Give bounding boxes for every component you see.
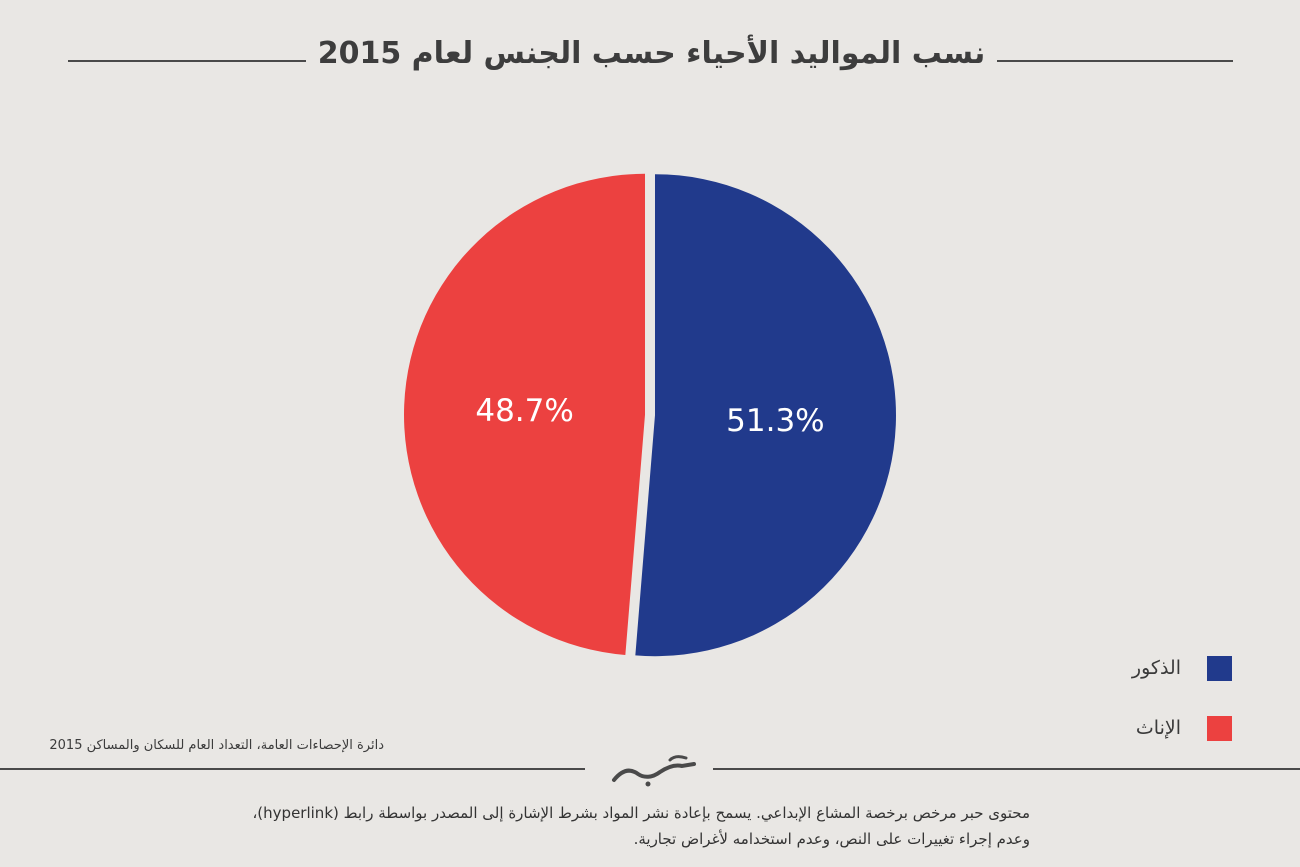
- legend-item-female: الإناث: [1132, 715, 1232, 741]
- legend-label-male: الذكور: [1131, 657, 1181, 679]
- title-divider-left: [68, 60, 306, 62]
- pie-data-labels: 51.3% 48.7%: [475, 393, 824, 439]
- license-line-2: وعدم إجراء تغييرات على النص، وعدم استخدا…: [633, 830, 1030, 848]
- footer-divider-left: [0, 768, 585, 770]
- legend-swatch-female: [1207, 715, 1232, 741]
- title-divider-right: [997, 60, 1233, 62]
- pie-slice-male: [635, 174, 896, 657]
- pie-slices: [404, 173, 896, 657]
- chart-title: نسب المواليد الأحياء حسب الجنس لعام 2015: [317, 36, 986, 71]
- legend-item-male: الذكور: [1132, 655, 1232, 681]
- legend-label-female: الإناث: [1135, 717, 1181, 739]
- data-label-male: 51.3%: [726, 403, 824, 439]
- license-text: محتوى حبر مرخص برخصة المشاع الإبداعي. يس…: [200, 800, 1030, 852]
- legend-swatch-male: [1207, 655, 1232, 681]
- chart-legend: الذكور الإناث: [1132, 655, 1232, 775]
- data-label-female: 48.7%: [475, 393, 573, 429]
- license-line-1: محتوى حبر مرخص برخصة المشاع الإبداعي. يس…: [252, 804, 1030, 822]
- source-note: دائرة الإحصاءات العامة، التعداد العام لل…: [49, 738, 384, 753]
- title-row: نسب المواليد الأحياء حسب الجنس لعام 2015: [0, 30, 1300, 82]
- footer-divider-right: [713, 768, 1300, 770]
- pie-slice-female: [404, 173, 646, 655]
- hibr-logo-icon: [612, 755, 696, 787]
